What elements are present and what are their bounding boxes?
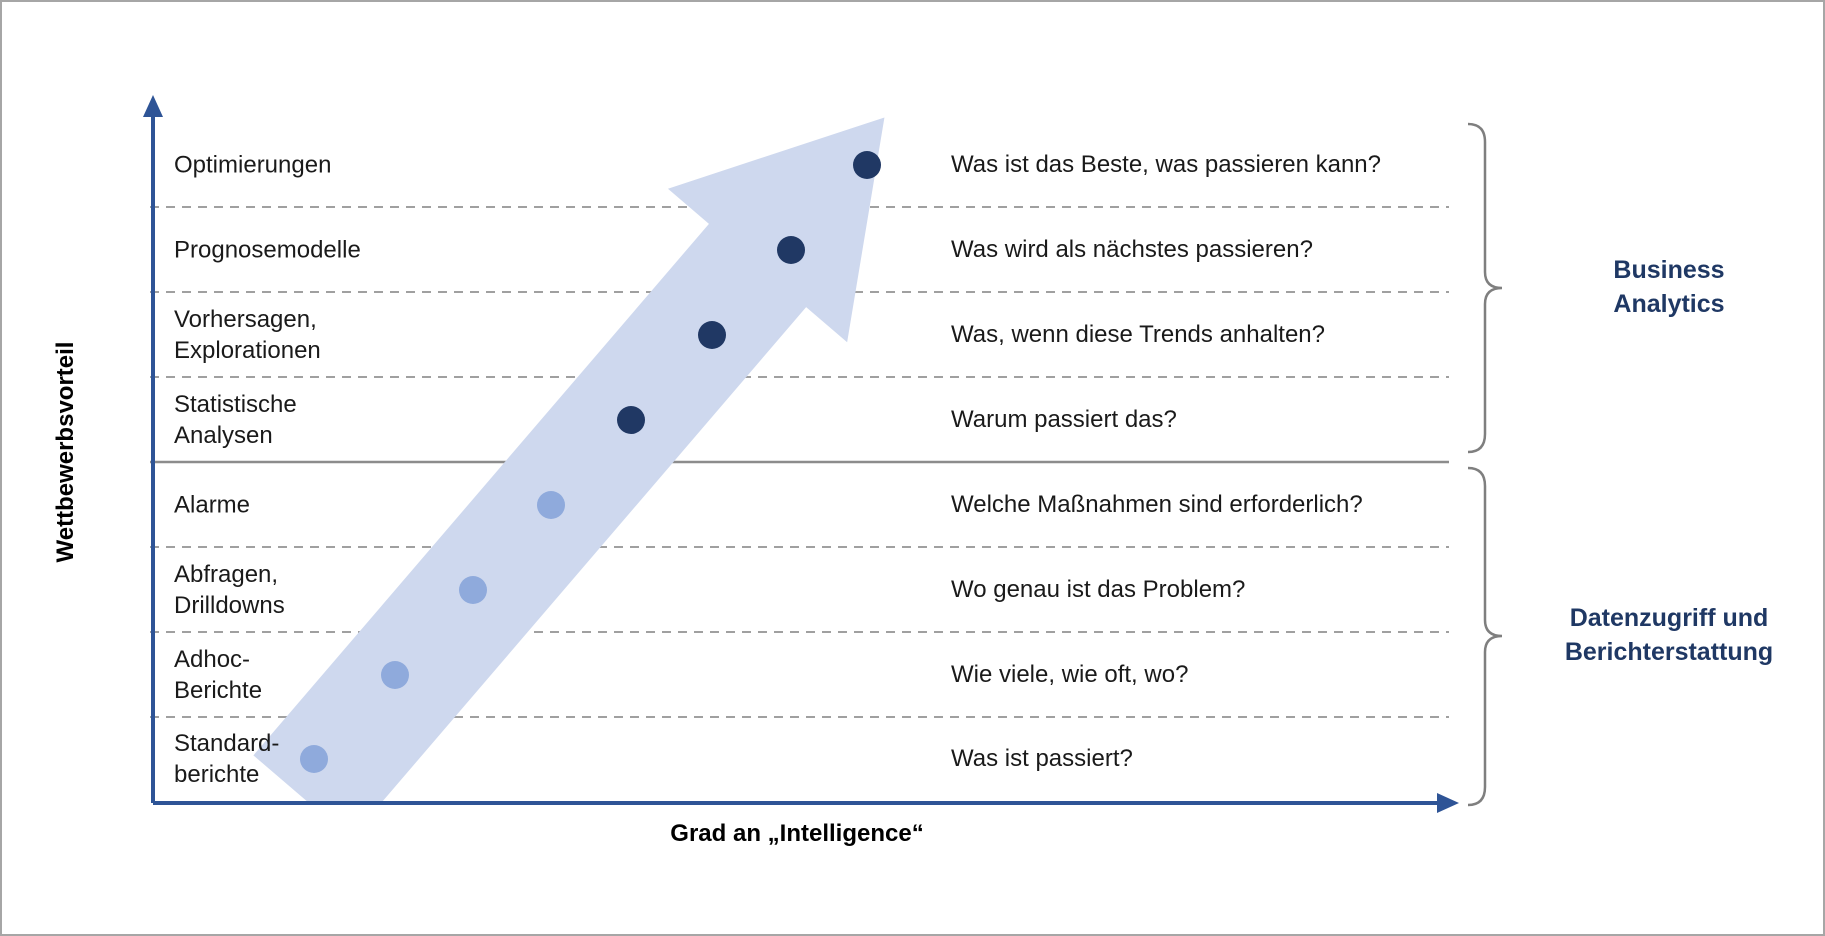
group-label-datenzugriff: Datenzugriff und Berichterstattung <box>1564 604 1774 666</box>
row-question: Was ist passiert? <box>951 745 1133 772</box>
row-label: Optimierungen <box>174 150 332 178</box>
y-axis-label: Wettbewerbsvorteil <box>52 341 79 563</box>
row-label: Adhoc- Berichte <box>174 645 263 704</box>
row-question: Welche Maßnahmen sind erforderlich? <box>951 490 1363 518</box>
data-point-dot <box>698 320 726 349</box>
diagram-row: Optimierungen Was ist das Beste, was pas… <box>2 122 1823 207</box>
row-label: Abfragen, Drilldowns <box>174 560 285 619</box>
x-axis-label: Grad an „Intelligence“ <box>670 820 924 847</box>
x-axis <box>153 793 1459 813</box>
trend-arrow <box>253 117 885 801</box>
y-axis <box>143 95 163 803</box>
x-axis-arrowhead <box>1437 793 1459 813</box>
diagram-row: Standard- berichte Was ist passiert? <box>2 717 1823 801</box>
data-point-dot <box>617 405 645 434</box>
data-point-dot <box>459 575 487 604</box>
diagram-row: Prognosemodelle Was wird als nächstes pa… <box>2 207 1823 292</box>
brace-lower <box>1467 466 1503 807</box>
data-point-dot <box>537 490 565 519</box>
row-question: Was ist das Beste, was passieren kann? <box>951 150 1381 178</box>
brace-upper <box>1467 122 1503 454</box>
row-label: Alarme <box>174 490 251 518</box>
row-question: Was wird als nächstes passieren? <box>951 235 1313 263</box>
data-point-dot <box>381 660 409 689</box>
row-question: Was, wenn diese Trends anhalten? <box>951 320 1326 348</box>
row-question: Wo genau ist das Problem? <box>951 575 1246 603</box>
row-label: Standard- berichte <box>174 729 280 788</box>
row-question: Warum passiert das? <box>951 405 1177 433</box>
diagram-row: Statistische Analysen Warum passiert das… <box>2 377 1823 462</box>
row-label: Statistische Analysen <box>174 390 297 449</box>
data-point-dot <box>777 235 805 264</box>
row-label: Prognosemodelle <box>174 235 361 263</box>
data-point-dot <box>853 150 881 179</box>
diagram-row: Alarme Welche Maßnahmen sind erforderlic… <box>2 462 1823 547</box>
data-point-dot <box>300 745 328 773</box>
row-question: Wie viele, wie oft, wo? <box>951 660 1189 688</box>
group-label-business-analytics: Business Analytics <box>1613 256 1725 318</box>
row-label: Vorhersagen, Explorationen <box>174 305 321 364</box>
diagram-row: Abfragen, Drilldowns Wo genau ist das Pr… <box>2 547 1823 632</box>
diagram-row: Adhoc- Berichte Wie viele, wie oft, wo? <box>2 632 1823 717</box>
y-axis-arrowhead <box>143 95 163 117</box>
diagram-row: Vorhersagen, Explorationen Was, wenn die… <box>2 292 1823 377</box>
